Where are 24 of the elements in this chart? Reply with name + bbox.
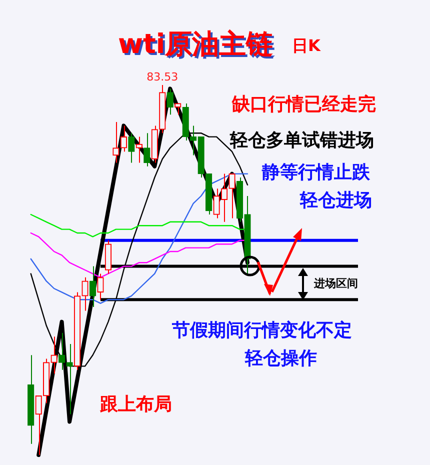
annotation: 轻仓多单试错进场	[230, 129, 374, 152]
text: 日K	[292, 36, 320, 57]
candlestick	[97, 273, 104, 300]
candlestick	[144, 132, 150, 167]
candlestick	[50, 336, 58, 374]
candlestick	[128, 132, 135, 164]
candlestick	[82, 276, 88, 312]
annotation: 节假期间行情变化不定	[172, 319, 352, 342]
chart-title: wti原油主链	[118, 28, 274, 62]
candlestick	[174, 103, 182, 116]
annotation: 缺口行情已经走完	[232, 93, 376, 116]
annotation: 83.53	[146, 70, 178, 84]
annotation: 轻仓操作	[245, 347, 317, 370]
text: 进场区间	[314, 276, 358, 291]
candlestick	[66, 344, 73, 415]
text: 轻仓进场	[300, 189, 372, 212]
candlestick	[58, 332, 66, 370]
candlestick	[228, 173, 236, 219]
candlestick	[89, 266, 96, 308]
text: 静等行情止跌	[262, 161, 370, 184]
candlestick	[166, 88, 174, 116]
candlestick	[120, 125, 128, 152]
annotation: 跟上布局	[100, 393, 172, 416]
candlestick	[112, 122, 120, 164]
